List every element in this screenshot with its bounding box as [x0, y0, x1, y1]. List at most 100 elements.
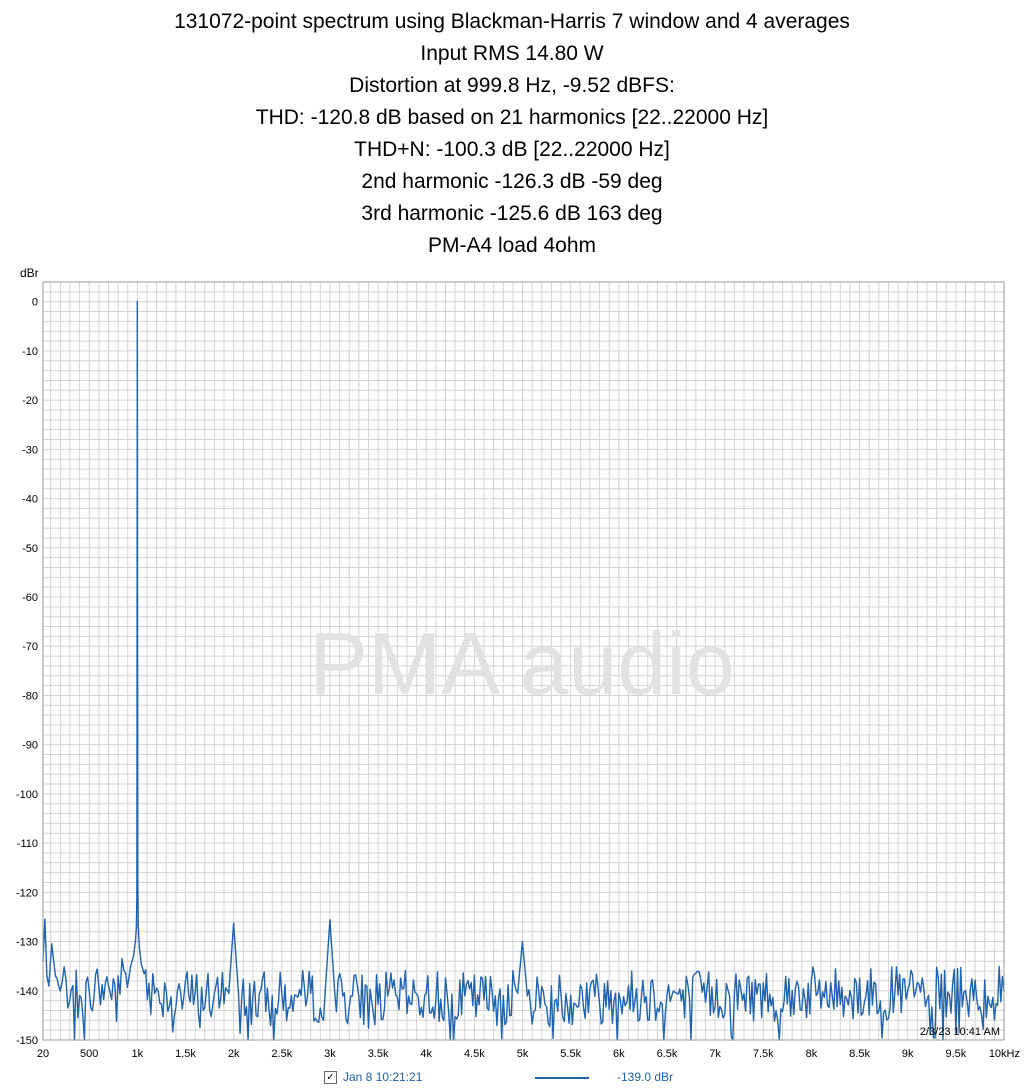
x-tick-label: 2.5k: [271, 1048, 292, 1060]
y-tick-label: -120: [16, 887, 38, 899]
data-point: [849, 989, 851, 992]
x-tick-label: 9.5k: [945, 1048, 966, 1060]
x-tick-label: 5k: [517, 1048, 529, 1060]
data-point: [463, 994, 466, 997]
data-point: [237, 992, 240, 995]
spectrum-trace: [42, 301, 1005, 1041]
legend-series-name: Jan 8 10:21:21: [343, 1070, 423, 1084]
x-tick-label: 4k: [420, 1048, 432, 1060]
input-rms-line: Input RMS 14.80 W: [420, 42, 604, 65]
data-point: [232, 922, 235, 925]
data-point: [134, 940, 137, 943]
x-tick-label: 9k: [902, 1048, 914, 1060]
y-tick-label: -110: [17, 838, 38, 850]
data-point: [271, 994, 273, 997]
data-point: [129, 965, 132, 967]
thd-n-line: THD+N: -100.3 dB [22..22000 Hz]: [354, 138, 670, 161]
y-tick-label: -40: [22, 494, 38, 506]
y-tick-label: -100: [16, 789, 38, 801]
data-point: [165, 989, 168, 992]
data-point: [54, 975, 57, 977]
data-point: [329, 919, 331, 921]
data-point: [309, 992, 312, 995]
device-load-line: PM-A4 load 4ohm: [427, 234, 597, 257]
y-tick-label: -10: [22, 346, 38, 358]
data-point: [179, 992, 182, 995]
data-point: [143, 972, 145, 975]
data-point: [155, 987, 158, 990]
data-point: [138, 945, 141, 948]
data-point: [136, 300, 139, 303]
x-tick-label: 6.5k: [657, 1048, 678, 1060]
data-point: [675, 992, 678, 995]
x-tick-label: 8.5k: [849, 1048, 870, 1060]
data-point: [44, 918, 46, 921]
data-point: [502, 994, 505, 997]
chart-title-block: 131072-point spectrum using Blackman-Har…: [0, 6, 1024, 262]
x-tick-label: 1k: [132, 1048, 144, 1060]
third-harmonic-line: 3rd harmonic -125.6 dB 163 deg: [361, 202, 663, 225]
data-point: [88, 989, 91, 992]
data-point: [140, 962, 143, 965]
data-point: [358, 994, 360, 997]
x-tick-label: 3.5k: [368, 1048, 389, 1060]
x-tick-label: 6k: [613, 1048, 625, 1060]
data-point: [65, 980, 67, 982]
grid-lines: [43, 282, 1004, 1040]
y-tick-label: 0: [32, 297, 38, 309]
y-axis-label: dBr: [20, 266, 39, 280]
legend-line-swatch: [535, 1077, 589, 1079]
trace-layer: [42, 300, 1005, 1041]
y-tick-label: -20: [22, 395, 38, 407]
timestamp: 2/3/23 10:41 AM: [920, 1026, 1000, 1038]
data-point: [516, 992, 519, 995]
data-point: [791, 989, 793, 992]
plot-area: [42, 281, 1005, 1041]
data-point: [228, 992, 230, 995]
data-point: [72, 985, 74, 987]
data-point: [252, 994, 254, 997]
data-point: [386, 994, 389, 997]
data-point: [964, 989, 967, 992]
data-point: [50, 943, 53, 945]
y-tick-label: -30: [22, 444, 38, 456]
x-tick-label: 500: [80, 1048, 98, 1060]
tick-labels: 0 -10 -20 -30 -40 -50 -60 -70 -80 -90 -100 -110 -120…: [16, 297, 1020, 1060]
data-point: [59, 989, 62, 992]
x-tick-label: 1.5k: [175, 1048, 196, 1060]
data-point: [125, 972, 127, 975]
data-point: [333, 992, 336, 995]
data-point: [78, 994, 81, 997]
data-point: [733, 992, 736, 995]
data-point: [213, 992, 216, 995]
watermark: PMA audio: [309, 614, 735, 713]
data-point: [324, 992, 326, 995]
data-point: [132, 955, 135, 958]
data-point: [521, 940, 524, 943]
data-point: [47, 985, 50, 987]
data-point: [526, 994, 529, 997]
y-tick-label: -90: [22, 740, 38, 752]
x-tick-label: 7.5k: [753, 1048, 774, 1060]
x-tick-label: 10kHz: [989, 1048, 1020, 1060]
data-point: [425, 992, 428, 995]
data-point: [137, 925, 140, 928]
chart-title: 131072-point spectrum using Blackman-Har…: [174, 10, 850, 33]
data-point: [117, 975, 119, 977]
legend-checkbox[interactable]: ✓: [324, 1071, 337, 1084]
second-harmonic-line: 2nd harmonic -126.3 dB -59 deg: [361, 170, 663, 193]
y-tick-label: -60: [22, 592, 38, 604]
y-tick-label: -50: [22, 543, 38, 555]
data-point: [98, 985, 100, 987]
y-tick-label: -70: [22, 641, 38, 653]
data-point: [135, 925, 138, 928]
data-point: [194, 992, 196, 995]
x-tick-label: 8k: [806, 1048, 818, 1060]
y-tick-label: -140: [16, 986, 38, 998]
data-point: [107, 985, 110, 987]
x-tick-label: 4.5k: [464, 1048, 485, 1060]
data-point: [137, 881, 139, 884]
y-tick-label: -80: [22, 690, 38, 702]
x-tick-label: 7k: [709, 1048, 721, 1060]
data-point: [290, 994, 293, 997]
